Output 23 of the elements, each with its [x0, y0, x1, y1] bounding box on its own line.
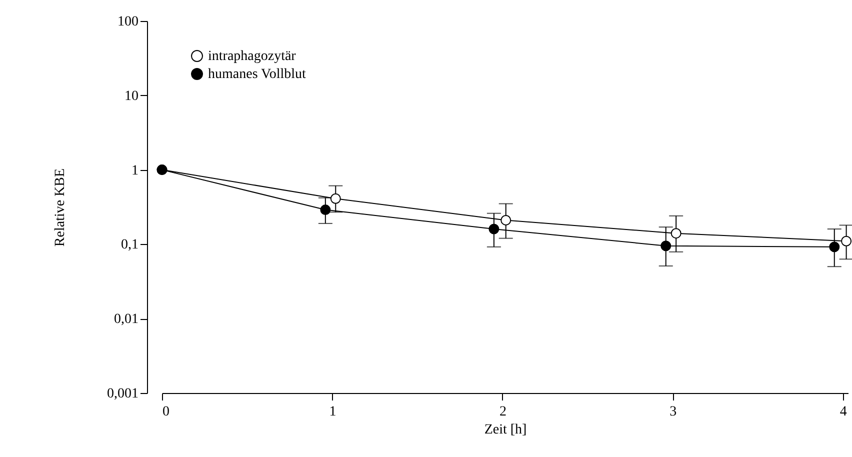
point	[500, 214, 512, 226]
point	[330, 193, 341, 204]
point	[670, 228, 682, 239]
y-tick-label: 1	[132, 163, 138, 178]
y-tick-label: 10	[124, 88, 138, 104]
legend-label: humanes Vollblut	[208, 67, 306, 82]
point	[320, 204, 331, 216]
x-tick-label: 3	[670, 404, 677, 420]
y-axis-title: Relative KBE	[53, 168, 68, 247]
y-tick-label: 0,01	[114, 312, 138, 328]
point	[829, 242, 840, 252]
x-tick-label: 0	[162, 404, 170, 420]
x-axis-title: Zeit [h]	[484, 422, 527, 438]
y-tick-label: 100	[118, 14, 138, 30]
y-tick-label: 0,001	[107, 386, 138, 402]
point	[660, 240, 672, 252]
x-tick-label: 1	[329, 404, 336, 420]
x-tick-label: 4	[840, 404, 847, 420]
point	[488, 224, 500, 234]
y-tick-label: 0,1	[121, 238, 138, 253]
legend-label: intraphagozytär	[208, 49, 296, 64]
point	[841, 236, 852, 246]
x-tick-label: 2	[499, 404, 506, 420]
